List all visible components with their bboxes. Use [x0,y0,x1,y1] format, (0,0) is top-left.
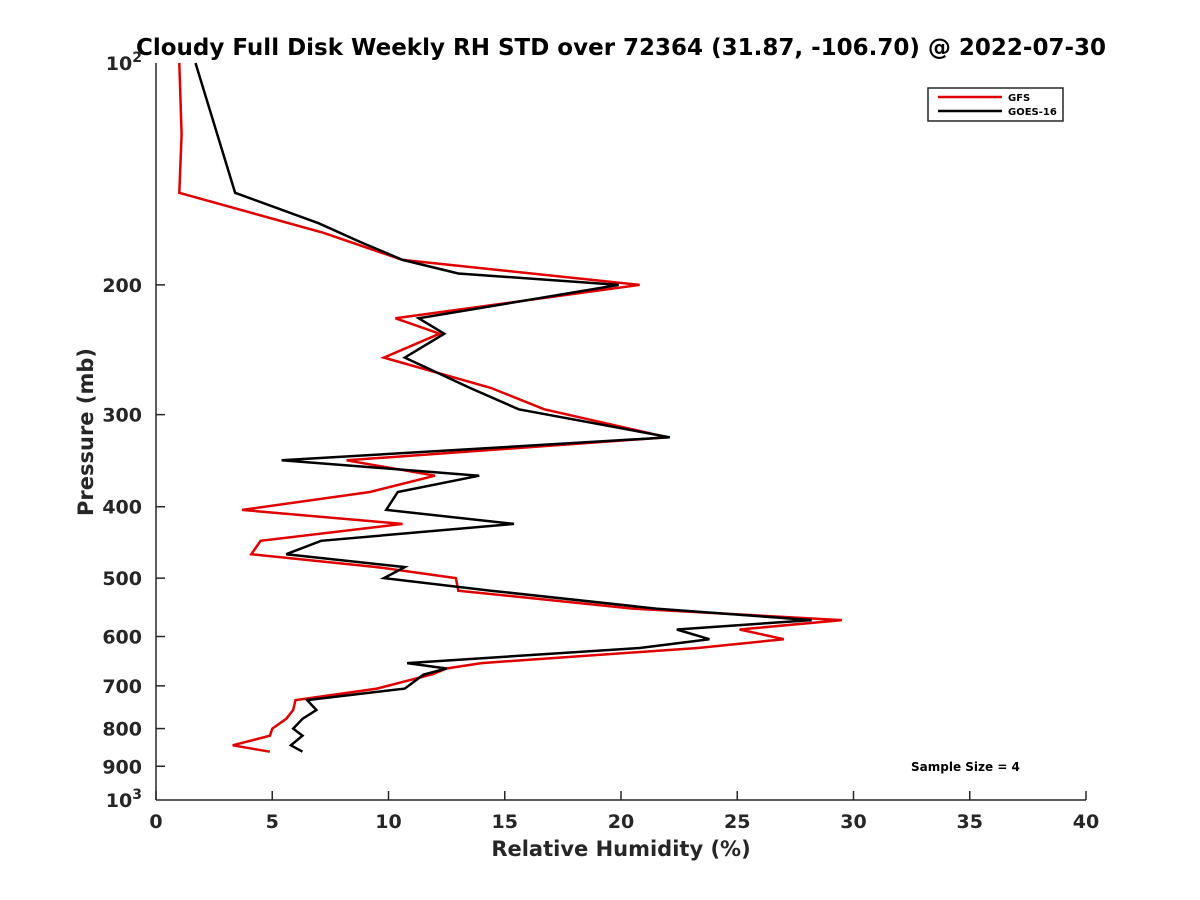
legend-label-gfs: GFS [1008,93,1030,104]
x-tick-label: 20 [608,811,634,833]
series-line-gfs [178,62,843,753]
y-tick-exponent: 3 [132,787,142,803]
y-tick-base: 10 [106,790,132,812]
x-tick-label: 0 [149,811,162,833]
legend-box [927,87,1064,122]
x-tick-label: 5 [266,811,279,833]
x-tick-label: 10 [375,811,401,833]
y-tick-label: 700 [102,676,142,698]
x-tick-label: 25 [724,811,750,833]
y-tick-label: 800 [102,719,142,741]
y-tick-label: 300 [102,405,142,427]
y-tick-label: 500 [102,568,142,590]
x-axis-label: Relative Humidity (%) [491,837,750,861]
y-tick-label: 400 [102,497,142,519]
x-tick-label: 40 [1073,811,1099,833]
y-axis-label: Pressure (mb) [74,348,98,516]
legend: GFS GOES-16 [927,87,1064,122]
x-tick-label: 35 [957,811,983,833]
y-tick-exponent: 2 [132,50,142,66]
y-tick-label: 103 [106,787,142,812]
x-axis-ticks: 0 5 10 15 20 25 30 35 40 [149,791,1099,833]
series-line-goes16 [194,62,812,753]
y-tick-label: 102 [106,50,142,75]
y-tick-label: 200 [102,275,142,297]
legend-label-goes16: GOES-16 [1008,107,1057,118]
y-tick-base: 10 [106,53,132,75]
chart-title: Cloudy Full Disk Weekly RH STD over 7236… [136,35,1106,61]
y-tick-label: 600 [102,626,142,648]
series-lines [178,62,843,753]
x-tick-label: 30 [840,811,866,833]
y-tick-label: 900 [102,756,142,778]
sample-size-annotation: Sample Size = 4 [911,760,1020,774]
x-tick-label: 15 [492,811,518,833]
